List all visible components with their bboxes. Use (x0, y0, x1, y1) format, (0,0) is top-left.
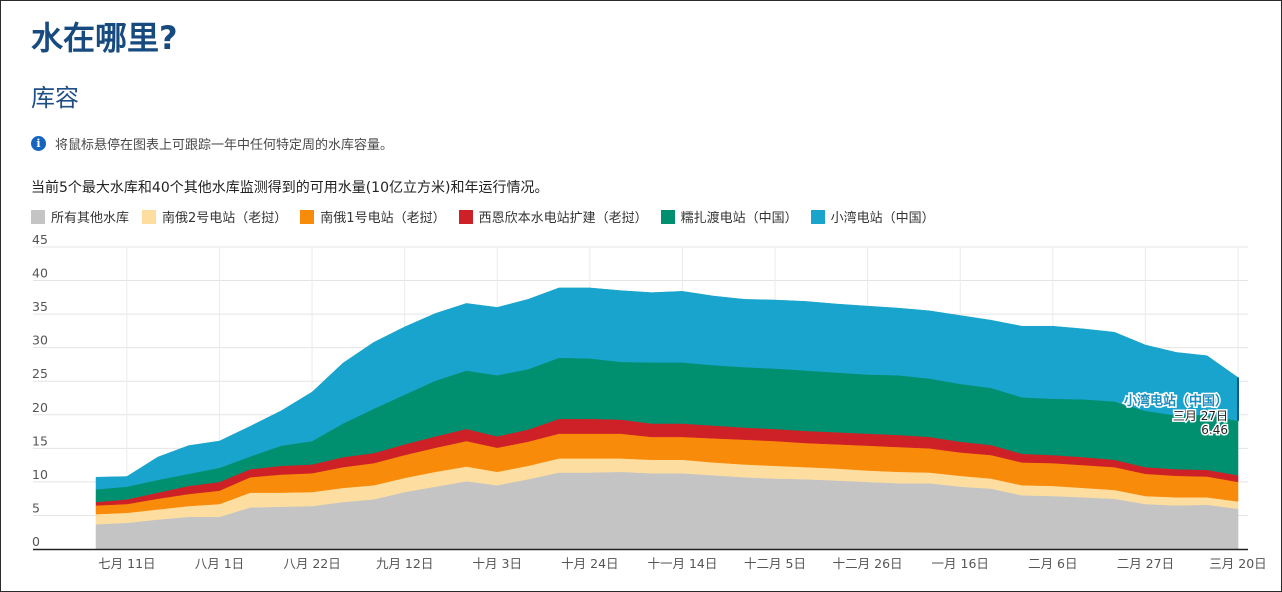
y-tick-label: 35 (32, 299, 48, 314)
y-tick-label: 45 (32, 232, 48, 247)
legend-item[interactable]: 小湾电站（中国） (810, 207, 935, 226)
legend-item[interactable]: 所有其他水库 (31, 207, 129, 226)
x-tick-label: 一月 16日 (932, 556, 989, 571)
chart-legend: 所有其他水库 南俄2号电站（老挝） 南俄1号电站（老挝） 西恩欣本水电站扩建（老挝） 糯… (31, 207, 948, 226)
tooltip-series: 小湾电站（中国） (1124, 393, 1228, 409)
x-tick-label: 二月 6日 (1028, 556, 1077, 571)
legend-label: 西恩欣本水电站扩建（老挝） (478, 211, 648, 226)
legend-label: 南俄2号电站（老挝） (162, 211, 288, 226)
x-tick-label: 十二月 5日 (744, 556, 806, 571)
info-text: 将鼠标悬停在图表上可跟踪一年中任何特定周的水库容量。 (55, 137, 394, 153)
y-tick-label: 0 (32, 534, 40, 549)
page-title: 水在哪里? (31, 19, 178, 57)
x-tick-label: 十月 3日 (473, 556, 522, 571)
info-hint: i 将鼠标悬停在图表上可跟踪一年中任何特定周的水库容量。 (31, 133, 393, 153)
y-tick-label: 25 (32, 366, 48, 381)
legend-swatch (810, 209, 825, 224)
legend-label: 所有其他水库 (51, 211, 130, 226)
legend-swatch (458, 209, 473, 224)
section-title: 库容 (31, 84, 79, 112)
x-tick-label: 三月 20日 (1209, 556, 1266, 571)
legend-swatch (660, 209, 675, 224)
legend-swatch (142, 209, 157, 224)
legend-swatch (31, 209, 45, 224)
legend-swatch (300, 209, 315, 224)
x-tick-label: 十二月 26日 (833, 556, 903, 571)
y-tick-label: 10 (32, 467, 48, 482)
legend-label: 小湾电站（中国） (830, 211, 935, 226)
tooltip-date: 三月 27日 (1173, 409, 1228, 423)
legend-item[interactable]: 南俄1号电站（老挝） (300, 207, 446, 226)
y-tick-label: 15 (32, 433, 48, 448)
x-tick-label: 十月 24日 (561, 556, 618, 571)
tooltip-value: 6.46 (1201, 423, 1228, 437)
chart-description: 当前5个最大水库和40个其他水库监测得到的可用水量(10亿立方米)和年运行情况。 (31, 180, 549, 196)
y-tick-label: 30 (32, 333, 48, 348)
x-tick-label: 七月 11日 (98, 556, 155, 571)
x-tick-label: 二月 27日 (1117, 556, 1174, 571)
x-tick-label: 十一月 14日 (647, 556, 717, 571)
y-tick-label: 40 (32, 266, 48, 281)
legend-item[interactable]: 糯扎渡电站（中国） (660, 207, 798, 226)
y-tick-label: 5 (32, 500, 40, 515)
legend-label: 糯扎渡电站（中国） (680, 211, 798, 226)
info-icon: i (31, 135, 46, 151)
y-tick-label: 20 (32, 400, 48, 415)
x-tick-label: 九月 12日 (376, 556, 433, 571)
legend-label: 南俄1号电站（老挝） (320, 211, 446, 226)
legend-item[interactable]: 西恩欣本水电站扩建（老挝） (458, 207, 648, 226)
x-tick-label: 八月 1日 (195, 556, 244, 571)
legend-item[interactable]: 南俄2号电站（老挝） (142, 207, 287, 226)
x-tick-label: 八月 22日 (283, 556, 340, 571)
